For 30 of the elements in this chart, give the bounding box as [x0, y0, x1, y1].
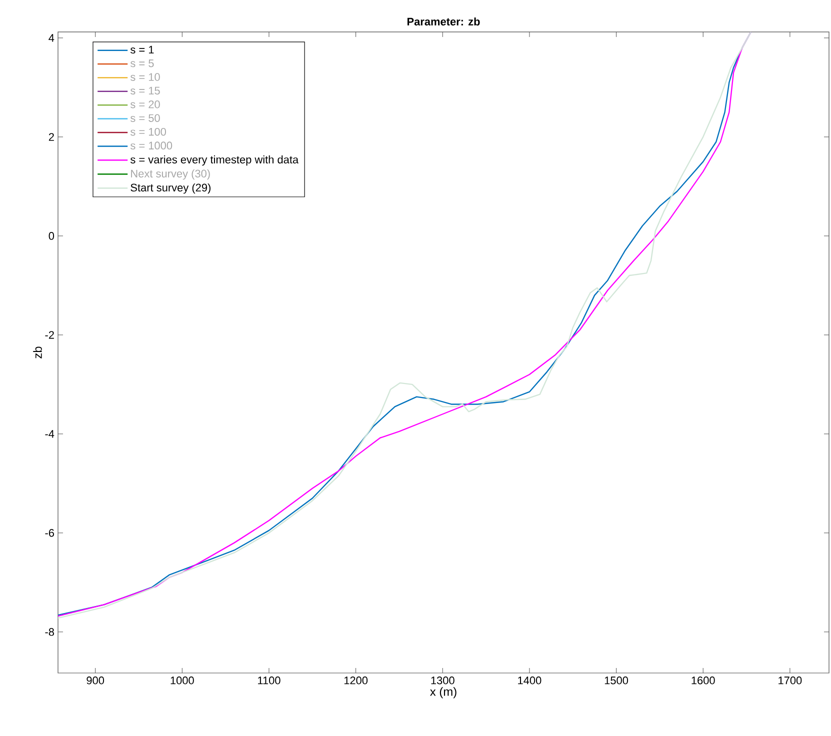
legend-label: s = 15	[130, 86, 160, 95]
x-tick-label: 1400	[518, 676, 542, 684]
x-tick-label: 1600	[692, 676, 715, 684]
y-tick-label: -8	[45, 628, 54, 636]
y-tick-label: 2	[48, 133, 54, 141]
y-tick-label: 4	[48, 34, 54, 42]
legend-label: s = 100	[130, 128, 166, 136]
x-axis-title: x (m)	[430, 687, 456, 698]
x-tick-label: 1000	[170, 676, 194, 684]
y-tick-label: -4	[45, 430, 54, 438]
legend-label: s = 50	[130, 114, 160, 122]
x-tick-label: 900	[86, 676, 104, 684]
y-tick-label: -6	[45, 529, 54, 537]
y-tick-label: 0	[48, 232, 54, 240]
chart-title: Parameter: zb	[407, 17, 480, 26]
y-axis-title: zb	[33, 346, 42, 358]
legend-label: Next survey (30)	[131, 169, 210, 180]
legend-label: s = varies every timestep with data	[130, 155, 299, 166]
legend-label: s = 1	[130, 46, 154, 54]
legend-label: s = 10	[130, 73, 160, 81]
y-tick-label: -2	[45, 331, 54, 339]
x-tick-label: 1500	[604, 676, 628, 684]
x-tick-label: 1700	[778, 676, 802, 684]
x-tick-label: 1100	[258, 676, 280, 684]
x-tick-label: 1200	[344, 676, 368, 684]
legend-label: s = 20	[130, 100, 160, 108]
legend-label: Start survey (29)	[130, 183, 210, 194]
x-tick-label: 1300	[431, 676, 454, 684]
legend-label: s = 1000	[130, 142, 172, 150]
legend-label: s = 5	[130, 60, 154, 68]
